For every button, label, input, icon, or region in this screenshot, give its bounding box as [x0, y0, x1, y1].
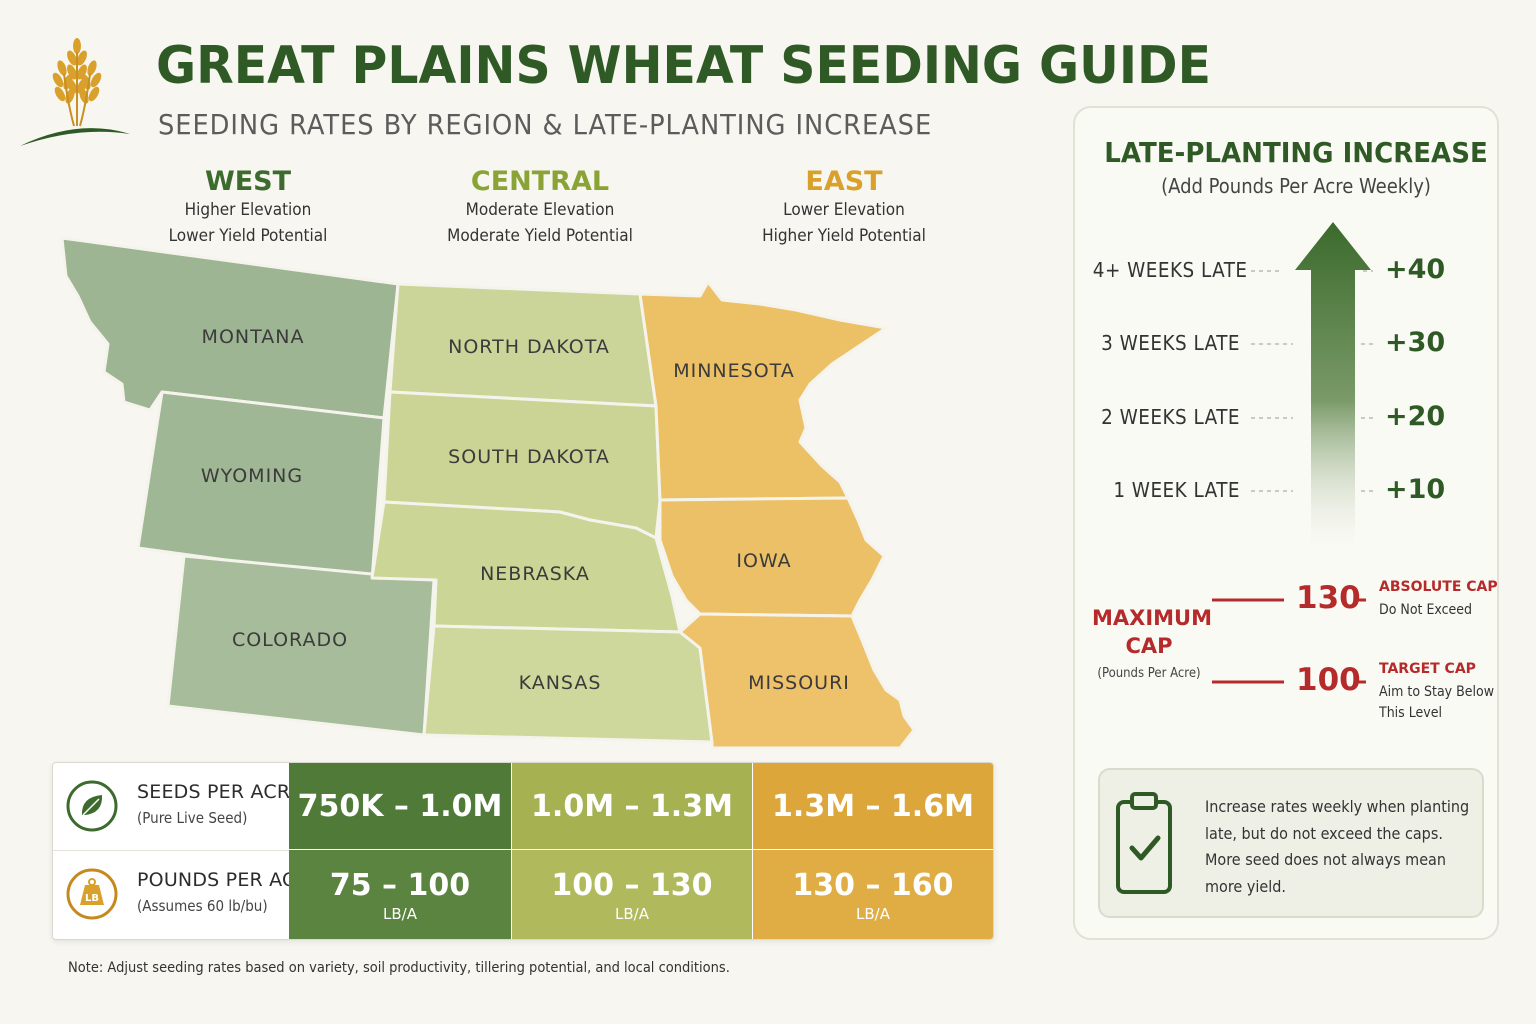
region-name: CENTRAL: [470, 166, 610, 197]
week-label-2: 2 WEEKS LATE: [1101, 405, 1240, 429]
state-label-wyoming: WYOMING: [201, 465, 303, 487]
seeding-rates-table: SEEDS PER ACRE (Pure Live Seed) LB POUND…: [52, 762, 994, 940]
max-cap-subtitle: (Pounds Per Acre): [1097, 666, 1201, 681]
row-subtitle: (Assumes 60 lb/bu): [137, 897, 268, 915]
state-label-north-dakota: NORTH DAKOTA: [448, 336, 610, 358]
region-header-central: CENTRAL Moderate Elevation Moderate Yiel…: [410, 166, 670, 249]
pounds-central-cell: 100 – 130 LB/A: [512, 850, 752, 939]
state-minnesota: [638, 280, 888, 502]
region-name: WEST: [204, 166, 292, 197]
leaf-icon: [66, 780, 118, 832]
absolute-cap-label: ABSOLUTE CAP: [1379, 579, 1498, 595]
row-header-seeds: SEEDS PER ACRE (Pure Live Seed): [53, 763, 302, 850]
region-line1: Higher Elevation: [184, 200, 312, 220]
state-wyoming: [136, 390, 386, 582]
cell-value: 100 – 130: [551, 868, 713, 903]
week-value-3: +30: [1385, 327, 1446, 358]
region-line2: Higher Yield Potential: [762, 226, 926, 246]
state-north-dakota: [388, 282, 658, 408]
region-line2: Lower Yield Potential: [168, 226, 328, 246]
page-title: GREAT PLAINS WHEAT SEEDING GUIDE: [156, 36, 1212, 96]
region-line2: Moderate Yield Potential: [447, 226, 633, 246]
cell-value: 1.0M – 1.3M: [531, 789, 733, 824]
row-header-pounds: LB POUNDS PER ACRE (Assumes 60 lb/bu): [53, 850, 321, 938]
target-cap-desc: Aim to Stay Below This Level: [1379, 684, 1495, 721]
cell-unit: LB/A: [856, 905, 890, 923]
state-label-nebraska: NEBRASKA: [480, 563, 590, 585]
state-label-kansas: KANSAS: [519, 672, 602, 694]
region-name: EAST: [805, 166, 883, 197]
cell-value: 750K – 1.0M: [297, 789, 503, 824]
state-montana: [60, 236, 400, 420]
target-cap-value: 100: [1296, 662, 1361, 698]
state-label-montana: MONTANA: [202, 326, 305, 348]
cell-value: 75 – 100: [329, 868, 471, 903]
footnote: Note: Adjust seeding rates based on vari…: [68, 960, 730, 976]
state-label-iowa: IOWA: [736, 550, 791, 572]
late-planting-subtitle: (Add Pounds Per Acre Weekly): [1161, 174, 1431, 198]
state-south-dakota: [382, 390, 662, 540]
late-planting-title: LATE-PLANTING INCREASE: [1104, 136, 1488, 169]
target-cap-label: TARGET CAP: [1379, 661, 1476, 677]
pounds-west-cell: 75 – 100 LB/A: [289, 850, 511, 939]
seeds-west-cell: 750K – 1.0M: [289, 763, 511, 849]
week-value-4: +40: [1385, 254, 1446, 285]
state-colorado: [166, 554, 436, 737]
state-label-minnesota: MINNESOTA: [673, 360, 795, 382]
cap-lines: [1212, 598, 1366, 684]
cell-value: 130 – 160: [792, 868, 954, 903]
week-value-1: +10: [1385, 474, 1446, 505]
week-label-4: 4+ WEEKS LATE: [1092, 258, 1248, 282]
weight-icon: LB: [66, 868, 118, 920]
row-title: SEEDS PER ACRE: [137, 781, 303, 803]
cell-unit: LB/A: [615, 905, 649, 923]
week-value-2: +20: [1385, 401, 1446, 432]
wheat-logo-icon: [20, 38, 130, 146]
seeds-east-cell: 1.3M – 1.6M: [753, 763, 993, 849]
absolute-cap-desc: Do Not Exceed: [1379, 602, 1473, 618]
max-cap-title: MAXIMUM CAP: [1092, 606, 1213, 658]
increase-arrow-icon: [1251, 222, 1375, 546]
seeds-central-cell: 1.0M – 1.3M: [512, 763, 752, 849]
pounds-east-cell: 130 – 160 LB/A: [753, 850, 993, 939]
state-missouri: [678, 612, 916, 750]
state-label-missouri: MISSOURI: [748, 672, 850, 694]
state-label-colorado: COLORADO: [232, 629, 348, 651]
clipboard-check-icon: [1116, 792, 1172, 894]
page-subtitle: SEEDING RATES BY REGION & LATE-PLANTING …: [158, 108, 933, 141]
svg-text:LB: LB: [85, 893, 99, 904]
region-header-east: EAST Lower Elevation Higher Yield Potent…: [714, 166, 974, 249]
state-nebraska: [370, 500, 682, 634]
region-line1: Moderate Elevation: [465, 200, 615, 220]
cell-value: 1.3M – 1.6M: [772, 789, 974, 824]
cell-unit: LB/A: [383, 905, 417, 923]
row-subtitle: (Pure Live Seed): [137, 809, 248, 827]
state-kansas: [422, 624, 714, 744]
state-label-south-dakota: SOUTH DAKOTA: [448, 446, 610, 468]
state-iowa: [658, 496, 886, 618]
row-title: POUNDS PER ACRE: [137, 869, 322, 891]
absolute-cap-value: 130: [1296, 580, 1361, 616]
region-header-west: WEST Higher Elevation Lower Yield Potent…: [118, 166, 378, 249]
week-label-1: 1 WEEK LATE: [1113, 478, 1240, 502]
region-line1: Lower Elevation: [783, 200, 905, 220]
advice-note-text: Increase rates weekly when planting late…: [1205, 797, 1470, 896]
week-label-3: 3 WEEKS LATE: [1101, 331, 1240, 355]
